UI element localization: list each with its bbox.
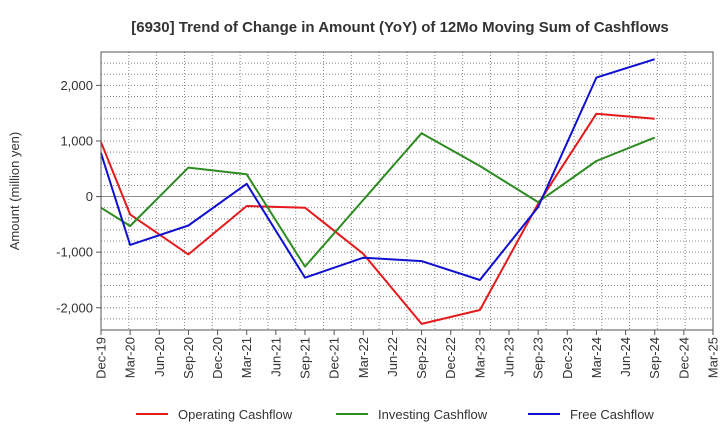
x-tick-label: Mar-25	[706, 337, 720, 378]
y-tick-label: -1,000	[56, 245, 93, 260]
x-tick-label: Dec-19	[94, 337, 109, 379]
x-tick-label: Mar-21	[239, 337, 254, 378]
x-tick-label: Mar-24	[589, 337, 604, 378]
y-tick-label: 2,000	[60, 78, 93, 93]
x-tick-label: Jun-22	[385, 337, 400, 377]
y-tick-label: 0	[86, 189, 93, 204]
x-tick-label: Dec-21	[327, 337, 342, 379]
legend-label-operating-cashflow: Operating Cashflow	[178, 407, 293, 422]
legend-label-investing-cashflow: Investing Cashflow	[378, 407, 488, 422]
x-tick-label: Jun-23	[502, 337, 517, 377]
x-tick-label: Sep-22	[414, 337, 429, 379]
y-tick-label: 1,000	[60, 133, 93, 148]
series-layer	[101, 59, 655, 324]
y-axis-label: Amount (million yen)	[7, 132, 22, 251]
x-tick-label: Dec-20	[210, 337, 225, 379]
x-tick-label: Dec-22	[443, 337, 458, 379]
legend: Operating Cashflow Investing Cashflow Free…	[136, 407, 654, 422]
x-tick-label: Sep-20	[181, 337, 196, 379]
legend-label-free-cashflow: Free Cashflow	[570, 407, 654, 422]
x-tick-label: Jun-21	[268, 337, 283, 377]
grid-layer	[101, 52, 713, 330]
x-tick-label: Sep-23	[531, 337, 546, 379]
chart-title: [6930] Trend of Change in Amount (YoY) o…	[131, 19, 669, 36]
axis-layer: -2,000 -1,000 0 1,000 2,000 Dec-19 Mar-20 Jun-2…	[56, 52, 720, 379]
x-tick-label: Mar-22	[356, 337, 371, 378]
x-tick-label: Dec-23	[560, 337, 575, 379]
x-tick-label: Jun-24	[618, 337, 633, 377]
x-tick-label: Jun-20	[152, 337, 167, 377]
x-tick-label: Sep-24	[647, 337, 662, 379]
x-tick-label: Mar-23	[472, 337, 487, 378]
x-tick-label: Mar-20	[123, 337, 138, 378]
x-tick-label: Dec-24	[676, 337, 691, 379]
y-tick-label: -2,000	[56, 300, 93, 315]
x-tick-label: Sep-21	[298, 337, 313, 379]
